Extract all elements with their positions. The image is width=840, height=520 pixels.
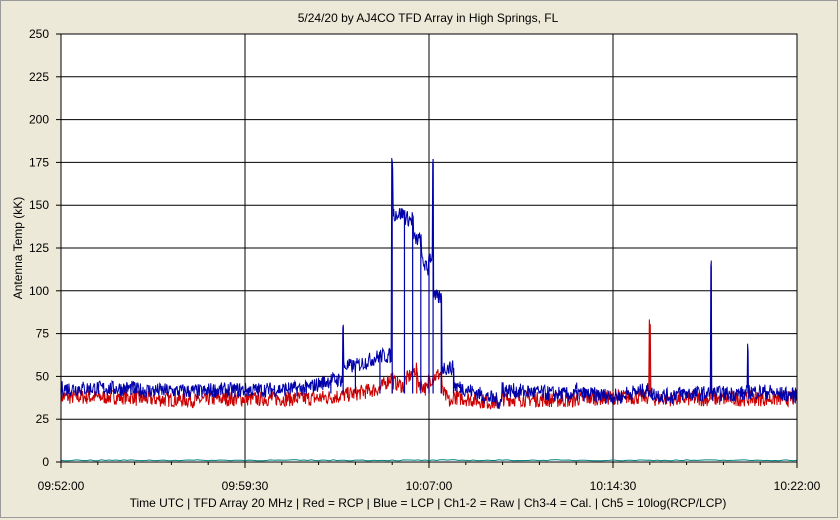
x-axis-label: Time UTC | TFD Array 20 MHz | Red = RCP …	[130, 496, 727, 510]
y-tick-label: 100	[29, 284, 49, 298]
series-layer	[60, 158, 798, 462]
y-tick-label: 75	[36, 327, 50, 341]
y-tick-label: 200	[29, 113, 49, 127]
x-tick-label: 09:59:30	[222, 479, 269, 493]
y-axis: 0 25 50 75 100 125 150 175 200 225 250	[29, 27, 61, 469]
y-tick-label: 175	[29, 155, 49, 169]
y-tick-label: 150	[29, 198, 49, 212]
series-line-ch5	[60, 459, 798, 462]
x-tick-label: 09:52:00	[38, 479, 85, 493]
y-tick-label: 50	[36, 369, 50, 383]
y-tick-label: 250	[29, 27, 49, 41]
x-tick-label: 10:07:00	[406, 479, 453, 493]
series-line-lcp	[60, 158, 798, 410]
x-tick-label: 10:22:00	[774, 479, 821, 493]
x-tick-label: 10:14:30	[590, 479, 637, 493]
y-tick-label: 25	[36, 412, 50, 426]
chart-title: 5/24/20 by AJ4CO TFD Array in High Sprin…	[298, 11, 559, 25]
y-tick-label: 225	[29, 70, 49, 84]
y-tick-label: 125	[29, 241, 49, 255]
y-tick-label: 0	[42, 455, 49, 469]
y-axis-label: Antenna Temp (kK)	[11, 197, 25, 300]
x-axis: 09:52:00 09:59:30 10:07:00 10:14:30 10:22:00	[38, 462, 821, 493]
